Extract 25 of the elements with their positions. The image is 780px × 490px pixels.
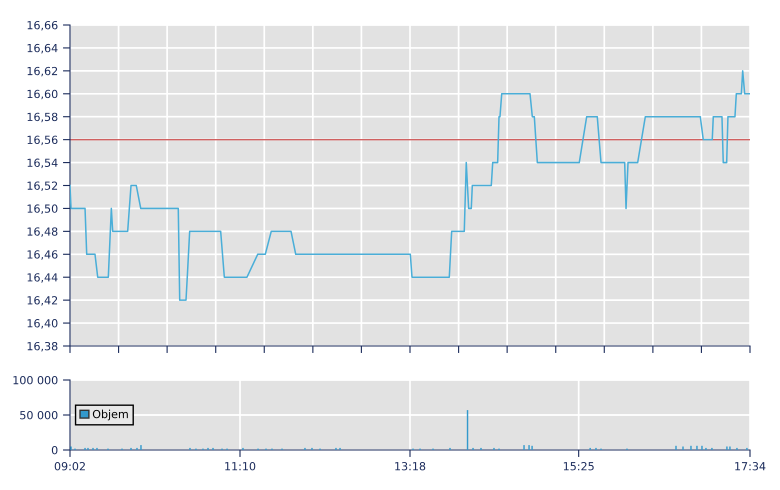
x-tick-label: 11:10 [225,462,256,470]
x-tick-label: 15:25 [564,462,594,470]
y-tick-label: 16,62 [28,66,58,76]
y-tick-label: 16,48 [28,227,58,237]
y-tick-label: 16,54 [28,158,58,168]
y-tick-label: 0 [52,446,58,454]
y-tick-label: 16,58 [28,112,58,122]
y-tick-label: 100 000 [13,376,58,384]
x-tick-label: 09:02 [54,462,85,470]
y-tick-label: 16,38 [28,342,58,352]
x-tick-label: 17:34 [735,462,766,470]
y-tick-label: 16,56 [28,136,58,146]
y-tick-label: 50 000 [20,410,58,420]
y-tick-label: 16,64 [28,44,58,54]
legend-label: Objem [92,410,128,420]
y-tick-label: 16,50 [28,204,58,214]
y-tick-label: 16,42 [28,296,58,306]
line-series [70,70,750,301]
x-tick-label: 13:18 [395,462,426,470]
y-tick-label: 16,46 [28,250,58,260]
y-tick-label: 16,52 [28,181,58,192]
y-tick-label: 16,44 [28,273,58,283]
y-tick-label: 16,40 [28,319,58,329]
y-tick-label: 16,66 [28,20,58,31]
y-tick-label: 16,60 [28,90,58,100]
